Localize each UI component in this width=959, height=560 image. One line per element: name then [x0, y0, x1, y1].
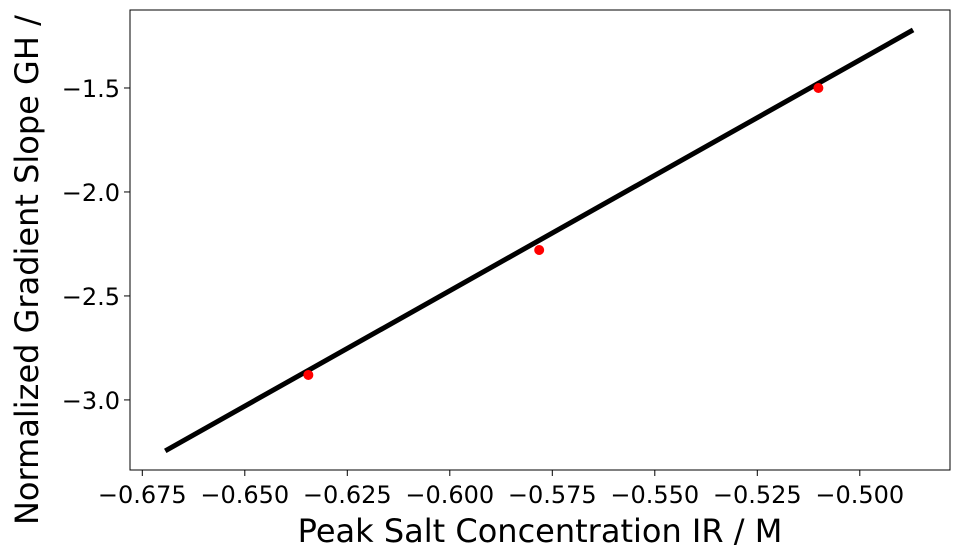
data-point — [534, 244, 545, 255]
x-tick-label: −0.500 — [815, 481, 904, 509]
y-axis-label: Normalized Gradient Slope GH / — [8, 15, 46, 525]
y-tick-label: −2.5 — [62, 283, 120, 311]
x-tick-label: −0.675 — [98, 481, 187, 509]
data-point — [303, 369, 314, 380]
x-axis-label: Peak Salt Concentration IR / M — [298, 512, 783, 550]
y-tick-label: −1.5 — [62, 75, 120, 103]
data-point — [813, 82, 824, 93]
x-tick-label: −0.600 — [405, 481, 494, 509]
x-tick-label: −0.575 — [508, 481, 597, 509]
fit-line — [164, 27, 915, 454]
x-tick-label: −0.625 — [303, 481, 392, 509]
plot-frame — [129, 9, 951, 471]
x-tick-label: −0.650 — [200, 481, 289, 509]
y-tick-label: −3.0 — [62, 387, 120, 415]
y-tick-label: −2.0 — [62, 179, 120, 207]
x-tick-label: −0.525 — [713, 481, 802, 509]
x-tick-label: −0.550 — [610, 481, 699, 509]
